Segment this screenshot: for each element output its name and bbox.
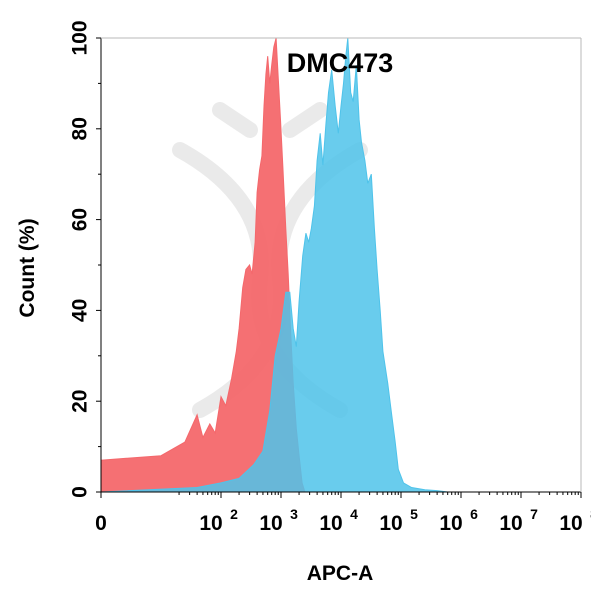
histogram-series-2 (100, 37, 448, 493)
x-tick-label: 0 (95, 512, 107, 535)
y-tick-label: 60 (68, 208, 91, 231)
x-tick-base: 10 (199, 512, 222, 535)
x-tick-exponent: 2 (230, 506, 238, 522)
x-tick-exponent: 6 (470, 506, 478, 522)
y-tick-label: 0 (68, 486, 91, 498)
x-tick-base: 10 (559, 512, 582, 535)
x-axis-label: APC-A (307, 562, 374, 585)
x-tick-exponent: 7 (530, 506, 538, 522)
x-tick-base: 0 (95, 512, 107, 535)
x-tick-label: 10 (259, 512, 282, 535)
x-tick-label: 10 (379, 512, 402, 535)
x-tick-base: 10 (259, 512, 282, 535)
y-tick-label: 20 (68, 390, 91, 413)
ticks-layer: 0204060801000102103104105106107108 (68, 20, 591, 535)
x-tick-exponent: 4 (350, 506, 358, 522)
x-tick-exponent: 3 (290, 506, 298, 522)
x-tick-label: 10 (199, 512, 222, 535)
y-tick-label: 40 (68, 299, 91, 322)
x-tick-label: 10 (499, 512, 522, 535)
y-tick-label: 80 (68, 117, 91, 140)
x-tick-base: 10 (499, 512, 522, 535)
histogram-series-layer (100, 37, 448, 493)
x-tick-base: 10 (379, 512, 402, 535)
x-tick-label: 10 (559, 512, 582, 535)
x-tick-label: 10 (439, 512, 462, 535)
x-tick-base: 10 (439, 512, 462, 535)
y-axis-label: Count (%) (16, 218, 39, 317)
x-tick-base: 10 (319, 512, 342, 535)
x-tick-label: 10 (319, 512, 342, 535)
x-tick-exponent: 5 (410, 506, 418, 522)
chart-title: DMC473 (287, 48, 394, 78)
y-tick-label: 100 (68, 20, 91, 55)
